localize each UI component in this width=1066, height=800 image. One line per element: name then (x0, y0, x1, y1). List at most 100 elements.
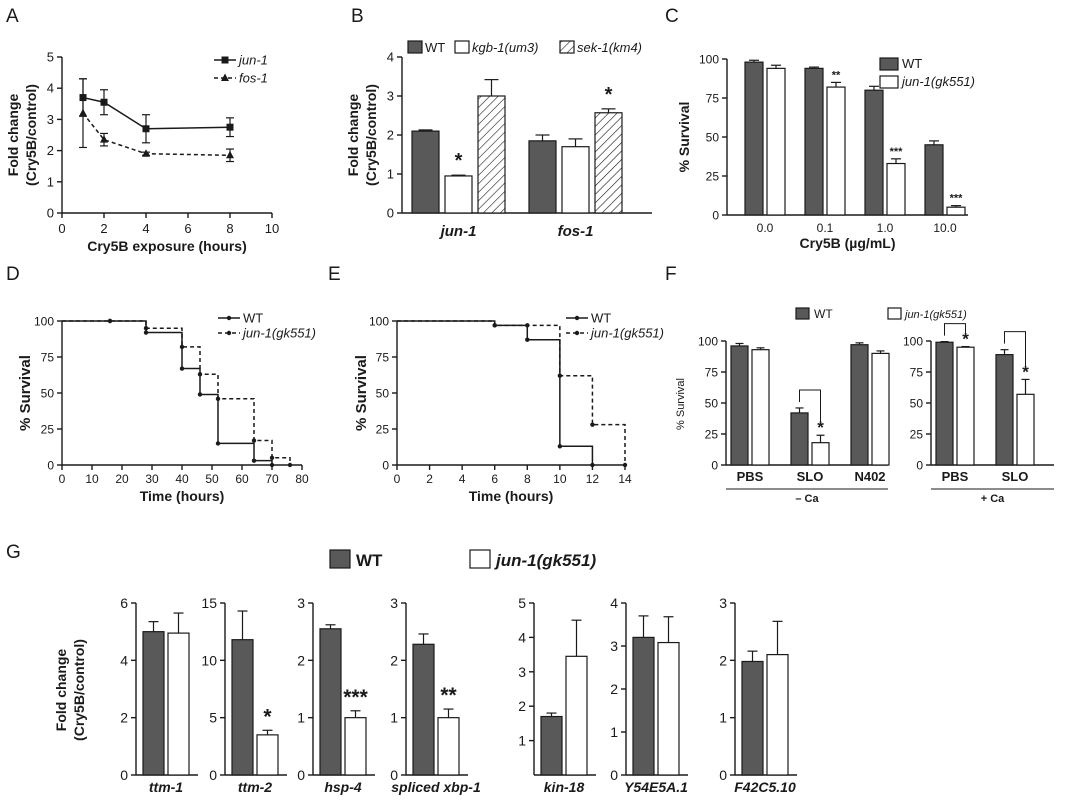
data-point (143, 330, 149, 335)
data-point (179, 366, 185, 371)
x-tick-label: 6 (491, 472, 498, 486)
bar (231, 639, 254, 776)
panel-label: C (665, 6, 679, 27)
y-tick-label: 15 (201, 595, 217, 611)
y-tick-label: 0 (719, 767, 727, 783)
x-tick-label: 12 (586, 472, 600, 486)
data-point (215, 396, 221, 401)
significance-marker: ** (440, 684, 457, 707)
y-tick-label: 0 (712, 209, 719, 223)
bar (444, 175, 473, 214)
x-tick-label: 10 (553, 472, 567, 486)
legend-label: jun-1(gk551) (494, 551, 596, 570)
bar (319, 628, 342, 776)
y-tick-label: 50 (910, 397, 924, 411)
bar (412, 643, 435, 776)
legend-swatch (559, 40, 575, 54)
bar (804, 67, 824, 216)
x-tick-label: 8 (524, 472, 531, 486)
y-tick-label: 50 (41, 387, 55, 401)
y-axis-label: (Cry5B/control) (71, 639, 87, 741)
x-tick-label: 8 (226, 221, 233, 236)
data-point (197, 372, 203, 377)
significance-marker: *** (950, 193, 964, 205)
y-tick-label: 2 (719, 652, 727, 668)
panel-label: D (6, 264, 20, 285)
x-tick-label: 30 (145, 472, 159, 486)
y-tick-label: 100 (699, 53, 719, 67)
panel-c: 0 25 50 75 100 % Survival Cry5B (µg/mL) 0.0 0.1 1… (676, 53, 975, 252)
y-axis-label: Fold change (345, 94, 361, 177)
y-tick-label: 50 (705, 397, 719, 411)
data-point (622, 462, 628, 468)
y-tick-label: 3 (390, 595, 398, 611)
data-point (179, 344, 185, 350)
y-tick-label: 1 (518, 733, 526, 749)
gene-label: F42C5.10 (734, 779, 796, 795)
legend-swatch (469, 549, 491, 569)
y-tick-label: 3 (719, 595, 727, 611)
panel-a: 0 1 2 3 4 5 0 2 4 6 8 10 Cry5B exposure (hours) Fold … (5, 50, 279, 255)
significance-marker: ** (832, 69, 841, 81)
x-axis-label: Time (hours) (140, 488, 225, 504)
y-tick-label: 2 (518, 698, 526, 714)
panel-label: B (351, 6, 364, 27)
y-axis-label: % Survival (675, 378, 687, 430)
x-tick-label: 10 (85, 472, 99, 486)
bar (766, 67, 786, 216)
x-tick-label: 2 (100, 221, 107, 236)
significance-marker: * (1022, 362, 1029, 381)
y-tick-label: 2 (297, 652, 305, 668)
gene-label: ttm-1 (149, 779, 183, 795)
significance-marker: * (817, 418, 824, 437)
y-tick-label: 5 (209, 710, 217, 726)
panel-b: 0 1 2 3 4 Fold change (Cry5B/control) jun-1 fos-… (345, 40, 652, 240)
legend-label: sek-1(km4) (577, 40, 642, 55)
y-tick-label: 0 (47, 459, 54, 473)
legend-marker (221, 73, 229, 81)
panel-e: 0 25 50 75 100 0 2 4 6 8 10 12 14 Time (hours) % Survi… (353, 311, 664, 505)
data-point (142, 125, 150, 133)
x-tick-label: SLO (797, 469, 824, 484)
data-point (251, 438, 257, 443)
x-axis-label: Time (hours) (469, 488, 554, 504)
y-tick-label: 100 (698, 335, 718, 349)
y-tick-label: 2 (390, 652, 398, 668)
significance-marker: *** (343, 686, 368, 709)
y-axis-label: % Survival (353, 355, 370, 431)
bar (528, 140, 557, 214)
y-tick-label: 75 (376, 351, 390, 365)
y-tick-label: 1 (610, 724, 618, 740)
y-tick-label: 0 (120, 767, 128, 783)
legend-label: jun-1(gk551) (241, 326, 316, 341)
bar (632, 636, 655, 776)
legend-swatch (329, 549, 351, 569)
x-axis-label: Cry5B exposure (hours) (87, 238, 246, 254)
y-tick-label: 100 (903, 335, 923, 349)
x-tick-label: 0 (394, 472, 401, 486)
data-point (107, 318, 113, 324)
legend-swatch (407, 40, 423, 54)
x-axis-label: Cry5B (µg/mL) (800, 235, 896, 251)
legend-label: fos-1 (239, 71, 268, 86)
y-axis-label: % Survival (676, 102, 692, 173)
legend-label: WT (591, 311, 611, 326)
y-tick-label: 25 (706, 170, 720, 184)
bar (741, 660, 764, 776)
bar (565, 655, 588, 776)
y-tick-label: 75 (706, 92, 720, 106)
significance-marker: * (962, 330, 969, 349)
legend-label: jun-1(gk551) (900, 74, 975, 89)
x-tick-label: 0 (58, 221, 65, 236)
bar (886, 162, 906, 216)
legend-swatch (887, 307, 902, 320)
bar (864, 89, 884, 216)
legend-label: jun-1(gk551) (903, 309, 967, 321)
survival-curve (62, 320, 273, 465)
y-tick-label: 0 (390, 767, 398, 783)
significance-marker: * (455, 150, 463, 172)
y-axis-label: Fold change (53, 649, 69, 732)
bar (657, 641, 680, 776)
data-point (557, 444, 563, 449)
y-tick-label: 10 (201, 652, 217, 668)
